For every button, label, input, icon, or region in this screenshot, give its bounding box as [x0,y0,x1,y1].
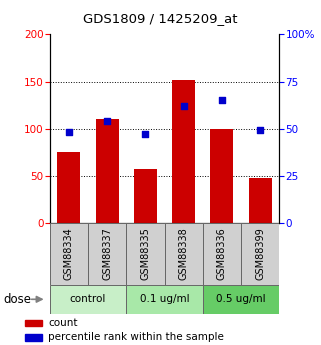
Bar [50,285,126,314]
Point [105,118,110,124]
Bar [164,223,203,285]
Bar [126,223,164,285]
Text: GDS1809 / 1425209_at: GDS1809 / 1425209_at [83,12,238,25]
Point [66,129,72,135]
Bar [88,223,126,285]
Bar [203,223,241,285]
Bar [126,285,203,314]
Point [219,98,224,103]
Bar [203,285,279,314]
Text: 0.5 ug/ml: 0.5 ug/ml [216,294,266,304]
Bar [25,320,42,326]
Text: count: count [48,318,78,328]
Point [181,103,186,109]
Bar [249,178,272,223]
Text: GSM88334: GSM88334 [64,227,74,280]
Bar [134,169,157,223]
Bar [50,223,88,285]
Bar [241,223,279,285]
Text: control: control [70,294,106,304]
Text: GSM88336: GSM88336 [217,227,227,280]
Bar [25,335,42,341]
Text: GSM88338: GSM88338 [179,227,189,280]
Text: percentile rank within the sample: percentile rank within the sample [48,333,224,342]
Text: 0.1 ug/ml: 0.1 ug/ml [140,294,189,304]
Text: dose: dose [3,293,31,306]
Point [257,128,263,133]
Bar [96,119,118,223]
Bar [57,152,80,223]
Text: GSM88335: GSM88335 [140,227,150,280]
Bar [211,128,233,223]
Bar [172,80,195,223]
Text: GSM88337: GSM88337 [102,227,112,280]
Point [143,131,148,137]
Text: GSM88399: GSM88399 [255,227,265,280]
